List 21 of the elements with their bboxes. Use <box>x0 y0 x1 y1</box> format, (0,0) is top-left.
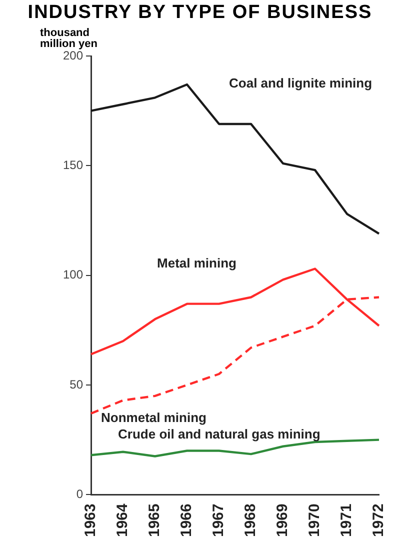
x-tick-label: 1970 <box>306 504 324 538</box>
x-tick-label: 1965 <box>146 504 164 538</box>
x-tick-label: 1963 <box>82 504 100 538</box>
x-tick-label: 1964 <box>114 502 132 538</box>
x-tick-label: 1968 <box>242 504 260 538</box>
text: Metal mining <box>157 255 237 270</box>
y-axis-title: thousand million yen <box>40 27 98 50</box>
chart-title: INDUSTRY BY TYPE OF BUSINESS <box>26 1 374 25</box>
x-tick-label: 1972 <box>370 504 388 538</box>
y-tick-label: 50 <box>70 377 84 392</box>
x-tick-label: 1967 <box>210 504 228 538</box>
y-tick-label: 100 <box>62 268 84 282</box>
y-tick-label: 200 <box>62 48 84 62</box>
x-tick-label: 1969 <box>274 504 292 538</box>
text: Coal and lignite mining <box>229 76 372 91</box>
series-label: Crude oil and natural gas mining <box>118 426 320 442</box>
y-tick-label: 150 <box>62 158 84 172</box>
y-tick-label: 0 <box>76 486 84 501</box>
series-label: Nonmetal mining <box>101 410 207 425</box>
x-tick-label: 1971 <box>338 504 356 538</box>
x-tick-label: 1966 <box>178 504 196 538</box>
